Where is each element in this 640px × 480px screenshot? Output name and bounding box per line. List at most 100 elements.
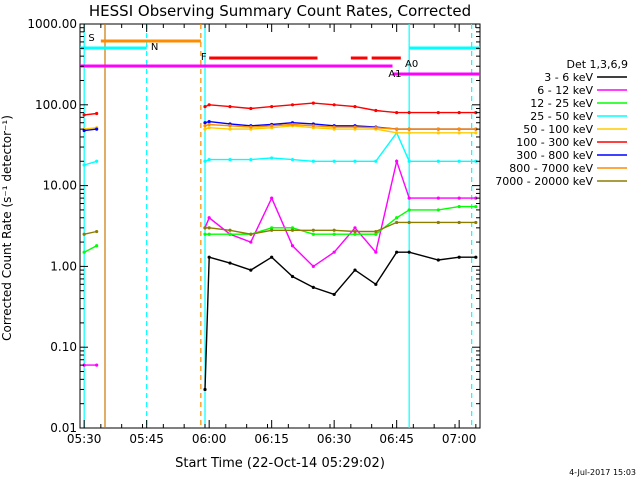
data-point [407, 220, 411, 225]
data-point [436, 208, 440, 212]
data-point [228, 157, 232, 162]
data-point [95, 229, 99, 234]
data-point [474, 111, 478, 115]
data-point [95, 159, 99, 163]
data-point [353, 226, 357, 230]
plot-frame [79, 23, 481, 429]
data-point [436, 127, 440, 131]
data-point [228, 232, 232, 236]
data-point [457, 255, 461, 259]
data-point [290, 228, 295, 232]
data-point [332, 292, 336, 297]
data-point [207, 103, 211, 107]
flag-label: A0 [405, 59, 418, 70]
y-tick-label: 100.00 [35, 98, 77, 112]
data-point [228, 124, 232, 128]
data-point [353, 159, 357, 163]
data-point [395, 131, 399, 135]
data-point [395, 250, 399, 254]
x-tick-label: 06:15 [254, 432, 289, 446]
data-point [353, 104, 357, 109]
data-point [203, 387, 207, 392]
data-point [353, 268, 357, 272]
data-point [436, 220, 440, 225]
data-point [270, 228, 274, 232]
data-point [374, 159, 378, 163]
data-point [203, 104, 207, 109]
data-point [95, 244, 99, 248]
data-point [311, 264, 315, 268]
data-point [474, 220, 478, 225]
data-point [436, 111, 440, 115]
data-point [457, 111, 461, 115]
data-point [95, 111, 99, 116]
data-point [374, 250, 378, 254]
data-point [82, 163, 86, 167]
y-tick-label: 10.00 [43, 179, 77, 193]
data-point [311, 159, 315, 163]
data-point [95, 363, 99, 367]
series-line [84, 158, 476, 366]
data-point [249, 106, 253, 111]
data-point [332, 103, 336, 107]
data-point [82, 113, 86, 117]
data-point [311, 232, 315, 236]
legend-label: 300 - 800 keV [516, 149, 593, 162]
data-point [270, 196, 274, 200]
data-point [332, 228, 336, 232]
data-point [207, 226, 211, 230]
data-point [332, 232, 336, 236]
flag-label: F [201, 52, 207, 63]
data-point [436, 159, 440, 163]
y-tick-label: 0.10 [50, 340, 77, 354]
data-point [474, 196, 478, 200]
data-point [436, 258, 440, 262]
y-axis-label: Corrected Count Rate (s⁻¹ detector⁻¹) [0, 115, 14, 341]
data-point [82, 250, 86, 254]
data-point [203, 121, 207, 125]
x-tick-label: 05:30 [67, 432, 102, 446]
data-point [270, 124, 274, 128]
legend-label: 6 - 12 keV [537, 84, 593, 97]
data-point [249, 232, 253, 236]
data-point [407, 196, 411, 200]
y-tick-label: 0.01 [50, 421, 77, 435]
data-point [228, 127, 232, 131]
data-point [474, 127, 478, 131]
data-point [249, 157, 253, 162]
data-point [395, 159, 399, 163]
data-point [290, 226, 295, 230]
data-point [407, 131, 411, 135]
legend-label: 7000 - 20000 keV [495, 175, 593, 188]
data-point [311, 228, 315, 232]
x-tick-label: 07:00 [442, 432, 477, 446]
data-point [457, 131, 461, 135]
legend-title: Det 1,3,6,9 [566, 58, 628, 71]
flag-label: S [88, 33, 94, 44]
data-point [353, 232, 357, 236]
data-point [203, 127, 207, 131]
data-point [374, 282, 378, 286]
data-point [207, 122, 211, 127]
data-point [207, 232, 211, 236]
data-point [407, 127, 411, 131]
data-point [207, 216, 211, 220]
data-point [353, 125, 357, 129]
data-point [95, 127, 99, 131]
data-point [457, 204, 461, 209]
data-point [407, 111, 411, 115]
data-point [207, 126, 211, 130]
flag-label: A1 [388, 69, 401, 80]
data-point [290, 274, 295, 279]
flag-label: N [151, 42, 158, 53]
data-point [474, 255, 478, 259]
data-point [290, 103, 295, 107]
data-point [207, 255, 211, 259]
series-line [84, 131, 476, 166]
data-point [457, 196, 461, 200]
data-point [311, 124, 315, 128]
data-point [228, 261, 232, 265]
data-point [474, 159, 478, 163]
data-point [457, 159, 461, 163]
chart-title: HESSI Observing Summary Count Rates, Cor… [89, 2, 471, 20]
